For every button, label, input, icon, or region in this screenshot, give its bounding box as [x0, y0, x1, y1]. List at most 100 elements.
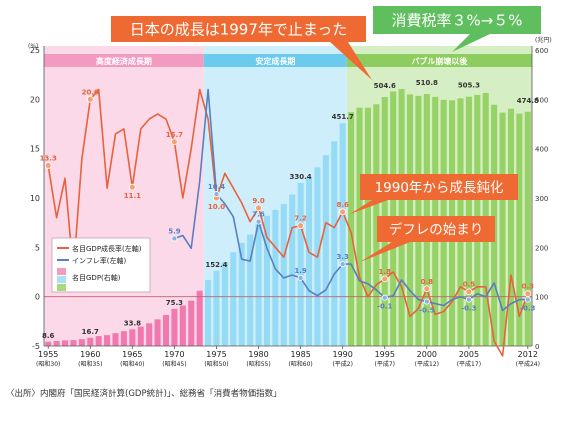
gdp-data-label: 505.3 — [458, 82, 480, 90]
x-tick-era: (平成17) — [457, 360, 481, 368]
inflation-data-label: 10.4 — [208, 183, 225, 191]
growth-marker — [255, 204, 262, 212]
gdp-bar — [45, 341, 52, 346]
period-label: 高度経済成長期 — [96, 56, 152, 66]
gdp-bar — [205, 279, 212, 346]
growth-data-label: 15.7 — [166, 131, 183, 139]
x-tick-label: 1985 — [290, 350, 310, 359]
annotation-text: デフレの始まり — [389, 221, 484, 238]
gdp-bar — [137, 326, 144, 346]
growth-marker — [128, 183, 136, 191]
gdp-data-label: 510.8 — [416, 79, 438, 87]
right-tick-label: 200 — [535, 244, 548, 252]
gdp-data-label: 451.7 — [332, 113, 354, 121]
x-tick-label: 2012 — [518, 350, 538, 359]
x-tick-era: (平成7) — [375, 360, 396, 368]
x-tick-label: 1965 — [122, 350, 142, 359]
x-tick-label: 1980 — [248, 350, 268, 359]
growth-data-label: 8.6 — [336, 201, 349, 209]
gdp-bar — [53, 341, 60, 346]
x-tick-label: 2005 — [459, 350, 479, 359]
legend-label: インフレ率(左軸) — [72, 256, 127, 265]
growth-data-label: 20.0 — [82, 88, 99, 96]
gdp-data-label: 474.8 — [517, 97, 539, 105]
period-band — [346, 54, 532, 67]
gdp-bar — [213, 270, 220, 346]
annotation-pointer — [360, 242, 410, 262]
gdp-data-label: 330.4 — [290, 173, 312, 181]
inflation-data-label: -0.1 — [377, 303, 392, 311]
gdp-bar — [95, 336, 102, 346]
gdp-data-label: 33.8 — [124, 319, 141, 327]
growth-data-label: 0.8 — [421, 278, 434, 286]
growth-marker — [423, 285, 431, 293]
x-tick-era: (昭和55) — [246, 360, 270, 368]
x-tick-label: 1955 — [38, 350, 58, 359]
x-tick-era: (平成12) — [415, 360, 439, 368]
gdp-bar — [331, 141, 338, 346]
x-tick-era: (昭和35) — [78, 360, 102, 368]
gdp-bar — [247, 234, 254, 346]
gdp-bar — [507, 108, 514, 346]
annotation-box — [111, 16, 366, 42]
growth-marker — [465, 288, 473, 296]
growth-data-label: 11.1 — [124, 192, 141, 200]
right-tick-label: 300 — [535, 195, 548, 203]
inflation-marker — [524, 296, 531, 303]
annotation-box — [360, 174, 518, 200]
gdp-bar — [221, 262, 228, 346]
gdp-bar — [356, 107, 363, 346]
period-band — [203, 54, 347, 67]
gdp-bar — [263, 215, 270, 346]
x-tick-label: 1975 — [206, 350, 226, 359]
x-tick-era: (平成24) — [516, 360, 540, 368]
gdp-bar — [238, 242, 245, 346]
growth-marker — [339, 208, 347, 216]
annotation-pointer — [350, 200, 388, 214]
annotation-text: 日本の成長は1997年で止まった — [130, 20, 348, 38]
gdp-bar — [499, 112, 506, 346]
inflation-data-label: -0.3 — [520, 305, 535, 313]
growth-marker — [44, 162, 52, 169]
x-tick-era: (昭和45) — [162, 360, 186, 368]
gdp-bar — [280, 203, 287, 346]
growth-marker — [297, 222, 305, 230]
right-tick-label: 0 — [535, 343, 539, 351]
gdp-bar — [112, 333, 119, 346]
growth-marker — [171, 138, 178, 146]
gdp-bar — [146, 323, 153, 346]
inflation-marker — [255, 218, 262, 225]
gdp-bar — [516, 113, 523, 346]
inflation-data-label: -0.3 — [461, 305, 476, 313]
x-tick-era: (昭和30) — [36, 360, 60, 368]
gdp-bar — [129, 329, 136, 346]
inflation-marker — [213, 191, 220, 198]
growth-data-label: 10.0 — [208, 203, 225, 211]
gdp-bar — [306, 177, 313, 346]
period-band — [44, 54, 204, 67]
right-tick-label: 600 — [535, 47, 548, 55]
gdp-bar — [171, 308, 178, 346]
legend-bar-swatch — [57, 276, 66, 283]
x-tick-label: 1995 — [375, 350, 395, 359]
inflation-marker — [423, 298, 430, 305]
growth-rate-line — [47, 88, 529, 357]
left-tick-label: 0 — [35, 293, 40, 302]
period-background — [44, 46, 204, 346]
x-tick-label: 1990 — [333, 350, 353, 359]
inflation-marker — [297, 274, 304, 281]
gdp-bar — [62, 340, 69, 346]
gdp-bar — [87, 337, 94, 346]
growth-marker — [86, 95, 94, 103]
gdp-bar — [154, 319, 161, 346]
gdp-bar — [524, 111, 531, 346]
annotation-text: 1990年から成長鈍化 — [375, 180, 504, 196]
annotation-pointer — [330, 42, 372, 80]
gdp-bar — [339, 123, 346, 346]
gdp-bar — [162, 314, 170, 346]
legend-label: 名目GDP成長率(左軸) — [72, 244, 142, 253]
x-tick-label: 1960 — [80, 350, 100, 359]
left-tick-label: 15 — [30, 145, 40, 154]
